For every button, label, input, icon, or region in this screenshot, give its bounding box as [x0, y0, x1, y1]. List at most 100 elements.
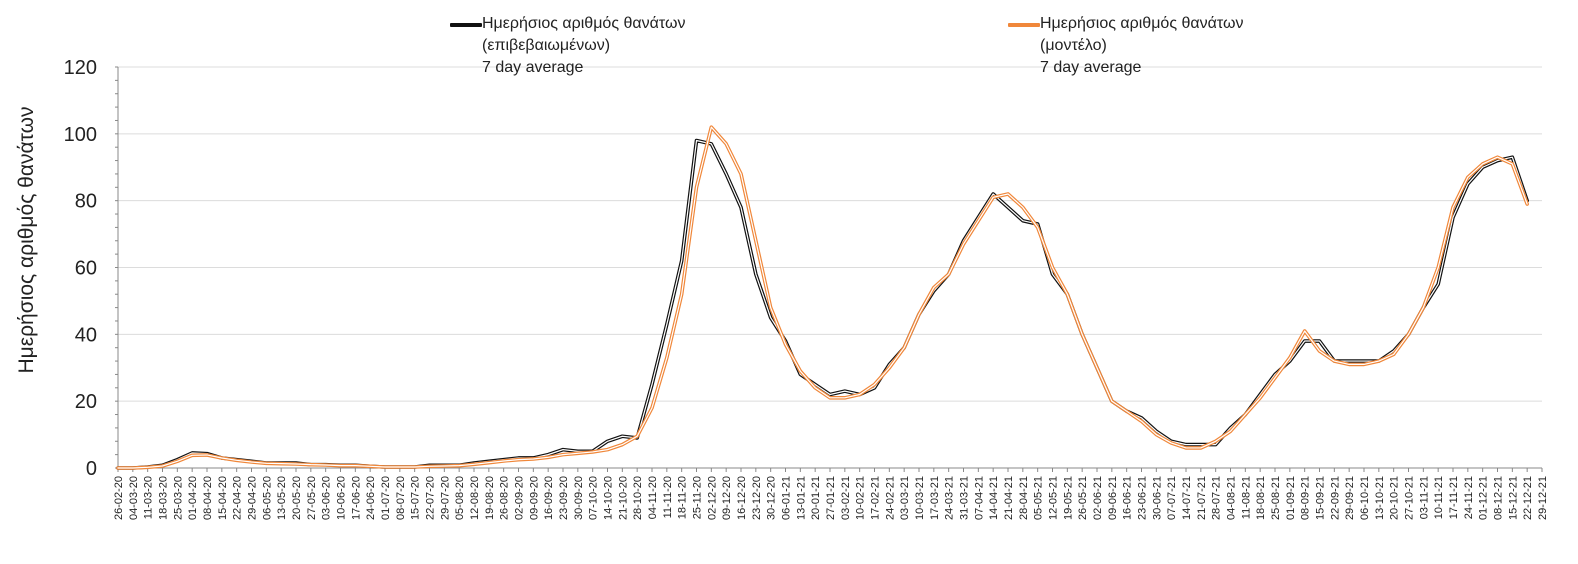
legend-text: Ημερήσιος αριθμός θανάτων (μοντέλο) 7 da…	[1040, 13, 1243, 79]
x-tick-label: 25-08-21	[1270, 476, 1282, 520]
x-axis-ticks: 26-02-20 04-03-20 11-03-20 18-03-20 25-03-20…	[113, 468, 1549, 520]
x-tick-label: 29-09-21	[1344, 476, 1356, 520]
x-tick-label: 06-05-20	[261, 476, 273, 520]
x-tick-label: 09-12-20	[721, 476, 733, 520]
series-line-inner	[117, 139, 1528, 469]
y-tick-label: 80	[75, 191, 97, 213]
x-tick-label: 10-03-21	[914, 476, 926, 520]
x-tick-label: 28-07-21	[1211, 476, 1223, 520]
x-tick-label: 11-11-20	[662, 476, 674, 518]
x-tick-label: 31-03-21	[959, 476, 971, 520]
x-tick-label: 18-03-20	[158, 476, 170, 520]
x-tick-label: 11-08-21	[1240, 476, 1252, 519]
legend-line: (επιβεβαιωμένων)	[482, 37, 611, 54]
x-tick-label: 26-02-20	[113, 476, 125, 520]
x-tick-label: 06-10-21	[1359, 476, 1371, 520]
x-tick-label: 21-07-21	[1196, 476, 1208, 520]
x-tick-label: 17-06-20	[350, 476, 362, 520]
y-axis-label: Ημερήσιος αριθμός θανάτων	[15, 106, 38, 373]
x-tick-label: 08-04-20	[202, 476, 214, 520]
x-tick-label: 20-05-20	[291, 476, 303, 520]
series-line	[116, 138, 1529, 470]
x-tick-label: 04-11-20	[647, 476, 659, 519]
gridlines	[118, 66, 1542, 402]
x-tick-label: 03-11-21	[1418, 476, 1430, 519]
x-tick-label: 12-05-21	[1048, 476, 1060, 520]
legend-text: Ημερήσιος αριθμός θανάτων (επιβεβαιωμένω…	[482, 13, 685, 79]
x-tick-label: 21-04-21	[1003, 476, 1015, 520]
x-tick-label: 03-03-21	[899, 476, 911, 520]
x-tick-label: 19-05-21	[1062, 476, 1074, 520]
x-tick-label: 06-01-21	[781, 476, 793, 520]
x-tick-label: 15-04-20	[217, 476, 229, 520]
x-tick-label: 19-08-20	[484, 476, 496, 520]
x-tick-label: 13-10-21	[1374, 476, 1386, 520]
x-tick-label: 17-02-21	[870, 476, 882, 520]
x-tick-label: 14-07-21	[1181, 476, 1193, 520]
x-tick-label: 08-12-21	[1493, 476, 1505, 520]
x-tick-label: 27-01-21	[825, 476, 837, 520]
x-tick-label: 24-11-21	[1463, 476, 1475, 519]
x-tick-label: 09-06-21	[1107, 476, 1119, 520]
y-tick-label: 20	[75, 391, 97, 413]
x-tick-label: 04-08-21	[1226, 476, 1238, 520]
x-tick-label: 29-04-20	[247, 476, 259, 520]
x-tick-label: 27-10-21	[1404, 476, 1416, 520]
x-tick-label: 25-11-20	[692, 476, 704, 519]
x-tick-label: 22-04-20	[232, 476, 244, 520]
legend-line: 7 day average	[482, 59, 584, 76]
x-tick-label: 15-07-20	[410, 476, 422, 520]
x-tick-label: 02-09-20	[514, 476, 526, 520]
x-tick-label: 01-09-21	[1285, 476, 1297, 520]
x-tick-label: 07-04-21	[973, 476, 985, 520]
x-tick-label: 11-03-20	[143, 476, 155, 519]
x-tick-label: 10-02-21	[855, 476, 867, 520]
y-axis-ticks: 0 20 40 60 80 100 120	[64, 57, 118, 480]
x-tick-label: 26-08-20	[499, 476, 511, 520]
x-tick-label: 17-11-21	[1448, 476, 1460, 519]
legend-swatch-black	[450, 23, 482, 27]
x-tick-label: 23-12-20	[751, 476, 763, 520]
x-tick-label: 03-06-20	[321, 476, 333, 520]
x-tick-label: 29-12-21	[1537, 476, 1549, 520]
x-tick-label: 03-02-21	[840, 476, 852, 520]
x-tick-label: 22-07-20	[425, 476, 437, 520]
x-tick-label: 22-09-21	[1329, 476, 1341, 520]
x-tick-label: 25-03-20	[172, 476, 184, 520]
y-tick-label: 100	[64, 124, 97, 146]
legend-line: Ημερήσιος αριθμός θανάτων	[482, 15, 686, 32]
series-line-inner	[117, 126, 1528, 469]
x-tick-label: 04-03-20	[128, 476, 140, 520]
x-tick-label: 07-07-21	[1166, 476, 1178, 520]
x-tick-label: 13-05-20	[276, 476, 288, 520]
y-tick-label: 0	[86, 458, 97, 480]
series-group	[116, 125, 1529, 470]
x-tick-label: 10-11-21	[1433, 476, 1445, 519]
x-tick-label: 08-09-21	[1300, 476, 1312, 520]
legend-line: (μοντέλο)	[1040, 37, 1107, 54]
x-tick-label: 28-04-21	[1018, 476, 1030, 520]
x-tick-label: 30-12-20	[766, 476, 778, 520]
x-tick-label: 30-09-20	[573, 476, 585, 520]
x-tick-label: 10-06-20	[336, 476, 348, 520]
x-tick-label: 01-12-21	[1478, 476, 1490, 520]
x-tick-label: 16-09-20	[543, 476, 555, 520]
x-tick-label: 23-09-20	[558, 476, 570, 520]
x-tick-label: 30-06-21	[1151, 476, 1163, 520]
x-tick-label: 21-10-20	[617, 476, 629, 520]
x-tick-label: 27-05-20	[306, 476, 318, 520]
x-tick-label: 18-08-21	[1255, 476, 1267, 520]
x-tick-label: 13-01-21	[795, 476, 807, 520]
x-tick-label: 24-03-21	[944, 476, 956, 520]
x-tick-label: 28-10-20	[632, 476, 644, 520]
x-tick-label: 15-09-21	[1315, 476, 1327, 520]
x-tick-label: 07-10-20	[588, 476, 600, 520]
x-tick-label: 16-12-20	[736, 476, 748, 520]
x-tick-label: 17-03-21	[929, 476, 941, 520]
x-tick-label: 01-07-20	[380, 476, 392, 520]
x-tick-label: 05-08-20	[454, 476, 466, 520]
x-tick-label: 24-02-21	[884, 476, 896, 520]
series-line	[116, 125, 1529, 470]
x-tick-label: 26-05-21	[1077, 476, 1089, 520]
